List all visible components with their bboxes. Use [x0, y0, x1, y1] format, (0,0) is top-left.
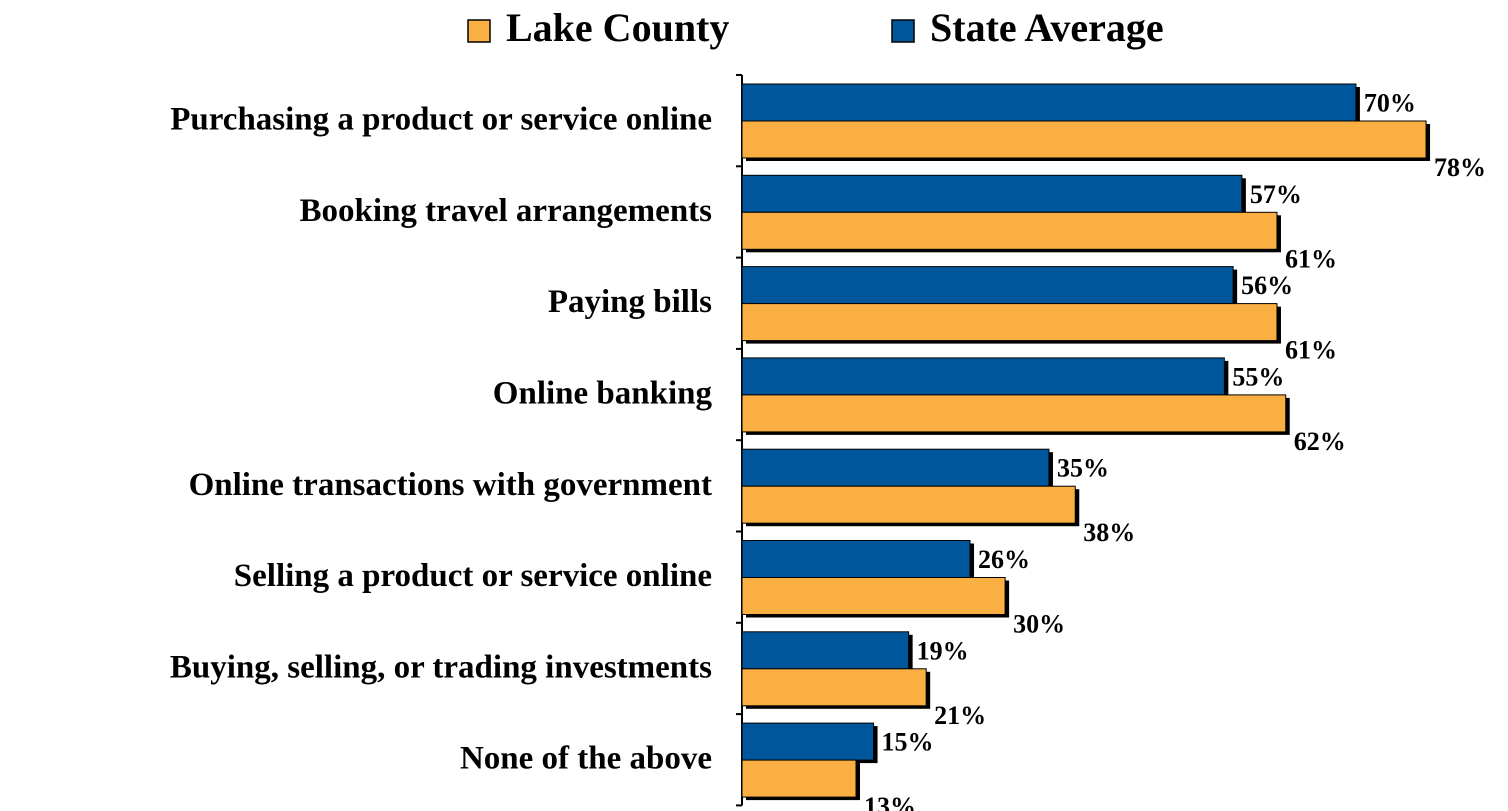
legend-label: State Average — [930, 5, 1164, 50]
bar — [741, 540, 971, 578]
data-label: 70% — [1364, 88, 1416, 117]
category-label: Buying, selling, or trading investments — [170, 649, 712, 685]
data-label: 13% — [864, 792, 916, 811]
legend-swatch — [891, 19, 915, 43]
data-label: 55% — [1232, 362, 1284, 391]
bar — [741, 303, 1278, 342]
legend-label: Lake County — [506, 5, 729, 50]
data-label: 21% — [934, 701, 986, 730]
data-label: 35% — [1057, 454, 1109, 483]
category-label: Selling a product or service online — [234, 558, 712, 594]
data-label: 26% — [978, 545, 1030, 574]
data-label: 19% — [917, 636, 969, 665]
bar — [741, 485, 1076, 524]
bar — [741, 759, 857, 798]
bar — [741, 577, 1006, 615]
bar — [741, 83, 1357, 122]
data-label: 78% — [1434, 153, 1486, 182]
bar — [741, 394, 1287, 433]
bar — [741, 266, 1234, 305]
legend-swatch — [467, 19, 491, 43]
data-label: 38% — [1083, 518, 1135, 547]
data-label: 56% — [1241, 271, 1293, 300]
category-label: Purchasing a product or service online — [170, 102, 712, 138]
bar — [741, 722, 875, 761]
category-label: Paying bills — [548, 284, 712, 320]
data-label: 30% — [1013, 609, 1065, 638]
data-label: 15% — [882, 728, 934, 757]
bar — [741, 174, 1243, 213]
bar — [741, 631, 910, 670]
data-label: 57% — [1250, 180, 1302, 209]
data-label: 62% — [1294, 427, 1346, 456]
data-label: 61% — [1285, 336, 1337, 365]
bar — [741, 357, 1225, 396]
bar — [741, 120, 1427, 159]
category-label: None of the above — [460, 741, 712, 777]
bar — [741, 668, 927, 707]
data-label: 61% — [1285, 244, 1337, 273]
bar — [741, 448, 1050, 487]
bar — [741, 211, 1278, 250]
category-label: Booking travel arrangements — [300, 193, 713, 229]
category-label: Online banking — [493, 375, 713, 411]
category-label: Online transactions with government — [189, 467, 712, 503]
